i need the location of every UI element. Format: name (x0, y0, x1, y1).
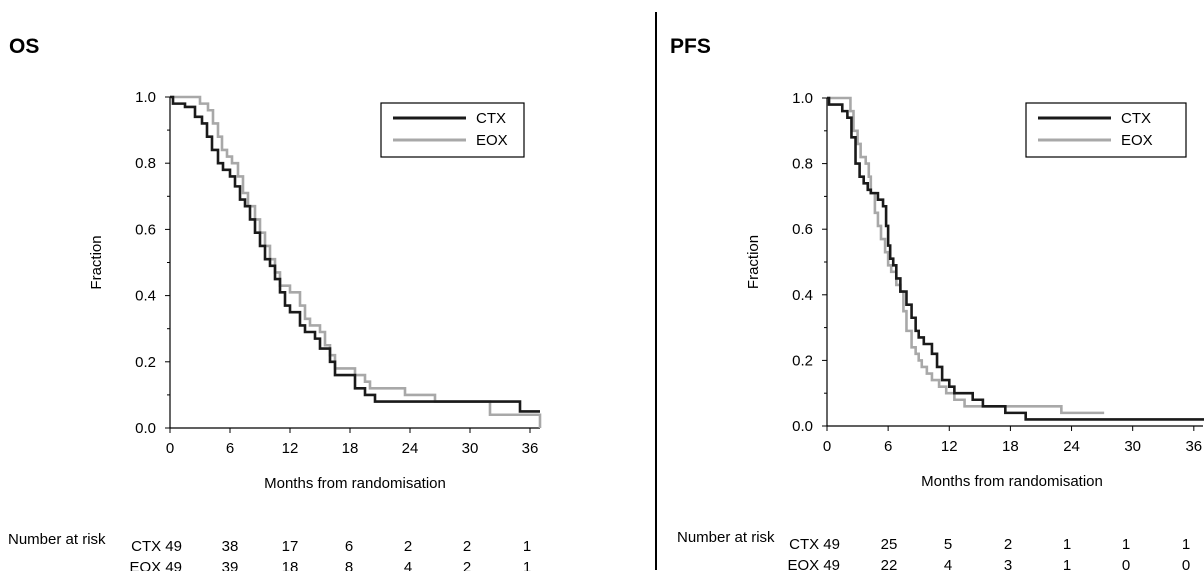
x-axis-label: Months from randomisation (921, 473, 1103, 490)
y-tick-label: 0.2 (135, 354, 156, 371)
series-line-ctx (170, 95, 540, 413)
risk-cell: 17 (282, 538, 299, 555)
legend-label: EOX (476, 132, 508, 149)
risk-cell: 1 (1063, 536, 1071, 553)
y-tick-label: 0.6 (792, 221, 813, 238)
risk-cell: 1 (523, 559, 531, 571)
risk-cell: 2 (463, 538, 471, 555)
y-tick-label: 0.0 (792, 418, 813, 435)
risk-cell: 22 (881, 557, 898, 571)
risk-cell: 1 (1122, 536, 1130, 553)
y-axis-label: Fraction (745, 235, 762, 289)
legend-label: CTX (1121, 110, 1151, 127)
x-tick-label: 30 (462, 440, 479, 457)
risk-table-label: Number at risk (677, 529, 775, 546)
y-tick-label: 0.6 (135, 221, 156, 238)
risk-row-arm: EOX 49 (787, 557, 840, 571)
series-line-ctx (827, 96, 1204, 421)
x-tick-label: 24 (1063, 438, 1080, 455)
pfs-panel: PFS 0.0 0.2 0.4 0.6 0.8 1.0 0 6 12 18 24 30 36 Months… (657, 0, 1204, 571)
y-tick-label: 0.4 (135, 288, 156, 305)
risk-cell: 38 (222, 538, 239, 555)
risk-cell: 0 (1122, 557, 1130, 571)
x-tick-label: 6 (226, 440, 234, 457)
risk-row-arm: CTX 49 (131, 538, 182, 555)
panel-title: PFS (670, 35, 711, 58)
risk-cell: 25 (881, 536, 898, 553)
x-tick-label: 0 (823, 438, 831, 455)
x-tick-label: 12 (941, 438, 958, 455)
legend-box (1025, 102, 1187, 158)
y-tick-label: 0.8 (792, 156, 813, 173)
risk-cell: 1 (1182, 536, 1190, 553)
x-tick-label: 18 (1002, 438, 1019, 455)
risk-cell: 2 (1004, 536, 1012, 553)
y-tick-label: 1.0 (135, 89, 156, 106)
risk-cell: 2 (463, 559, 471, 571)
legend-label: CTX (476, 110, 506, 127)
x-tick-label: 6 (884, 438, 892, 455)
y-tick-label: 0.2 (792, 352, 813, 369)
os-panel: OS 0.0 0.2 0.4 0.6 0.8 1.0 0 6 12 18 24 30 36 Months … (8, 35, 542, 571)
risk-cell: 1 (1063, 557, 1071, 571)
risk-cell: 18 (282, 559, 299, 571)
series-line-eox (170, 95, 542, 428)
x-tick-label: 36 (522, 440, 539, 457)
risk-table-label: Number at risk (8, 531, 106, 548)
risk-row-arm: EOX 49 (129, 559, 182, 571)
risk-cell: 4 (404, 559, 412, 571)
x-tick-label: 24 (402, 440, 419, 457)
x-tick-label: 30 (1124, 438, 1141, 455)
risk-cell: 2 (404, 538, 412, 555)
risk-cell: 6 (345, 538, 353, 555)
risk-row-arm: CTX 49 (789, 536, 840, 553)
risk-cell: 39 (222, 559, 239, 571)
y-tick-label: 1.0 (792, 90, 813, 107)
x-tick-label: 12 (282, 440, 299, 457)
legend-label: EOX (1121, 132, 1153, 149)
x-tick-label: 0 (166, 440, 174, 457)
x-tick-label: 18 (342, 440, 359, 457)
risk-cell: 3 (1004, 557, 1012, 571)
panel-title: OS (9, 35, 40, 58)
y-tick-label: 0.0 (135, 420, 156, 437)
x-tick-label: 36 (1185, 438, 1202, 455)
y-axis-label: Fraction (88, 235, 105, 289)
risk-cell: 5 (944, 536, 952, 553)
risk-cell: 1 (523, 538, 531, 555)
risk-cell: 8 (345, 559, 353, 571)
legend-box (380, 102, 525, 158)
panel-divider (655, 12, 657, 570)
risk-cell: 0 (1182, 557, 1190, 571)
y-tick-label: 0.8 (135, 155, 156, 172)
y-tick-label: 0.4 (792, 287, 813, 304)
risk-cell: 4 (944, 557, 952, 571)
x-axis-label: Months from randomisation (264, 475, 446, 492)
